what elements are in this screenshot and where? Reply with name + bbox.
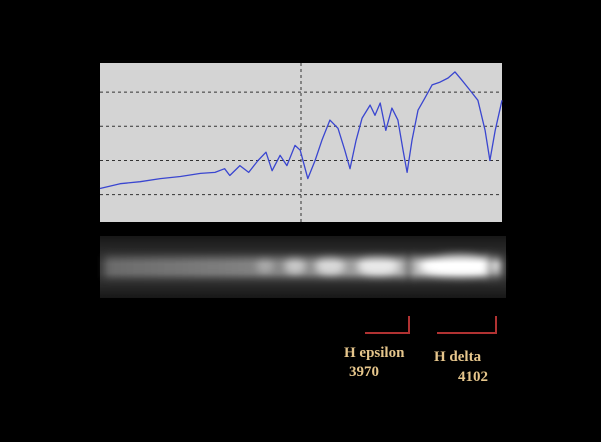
spectrum-image: [100, 236, 506, 298]
annotation-wavelength: 4102: [458, 369, 488, 385]
screen: H epsilon 3970 H delta 4102: [0, 0, 601, 442]
annotation-label: H epsilon: [344, 345, 405, 361]
annotation-label: H delta: [434, 349, 482, 365]
annotation-wavelength: 3970: [349, 364, 379, 380]
